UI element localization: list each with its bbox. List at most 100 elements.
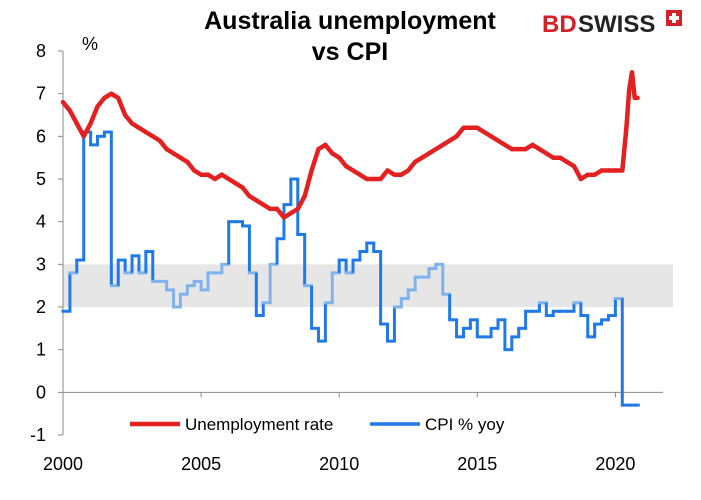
unemployment-point	[212, 176, 218, 182]
unemployment-point	[599, 168, 604, 173]
unemployment-point	[578, 176, 584, 182]
x-tick-label: 2005	[181, 454, 221, 474]
unemployment-point	[454, 134, 459, 139]
unemployment-point	[267, 206, 273, 212]
unemployment-point	[88, 121, 93, 126]
unemployment-point	[122, 112, 128, 118]
unemployment-point	[350, 168, 356, 173]
unemployment-point	[185, 159, 190, 165]
unemployment-point	[240, 185, 245, 190]
unemployment-point	[571, 164, 577, 169]
unemployment-point	[60, 100, 66, 105]
unemployment-point	[516, 146, 521, 152]
unemployment-point	[364, 176, 370, 182]
unemployment-point	[164, 146, 169, 152]
unemployment-point	[330, 151, 335, 156]
y-tick-label: -1	[30, 425, 46, 445]
unemployment-point	[447, 138, 452, 143]
unemployment-point	[274, 206, 280, 212]
unemployment-point	[102, 95, 107, 101]
y-tick-label: 2	[36, 297, 46, 317]
unemployment-point	[551, 155, 556, 160]
unemployment-point	[336, 155, 342, 160]
unemployment-point	[564, 159, 570, 165]
unemployment-point	[461, 125, 466, 130]
unemployment-point	[530, 142, 535, 148]
unemployment-point	[620, 168, 625, 173]
legend-label: Unemployment rate	[185, 415, 333, 434]
unemployment-point	[468, 125, 473, 130]
unemployment-point	[247, 193, 252, 199]
unemployment-point	[537, 146, 542, 152]
unemployment-point	[219, 172, 225, 177]
legend-label: CPI % yoy	[425, 415, 505, 434]
unemployment-point	[143, 129, 149, 135]
swiss-cross-icon	[666, 10, 682, 26]
unemployment-point	[606, 168, 611, 173]
y-tick-label: 8	[36, 41, 46, 61]
unemployment-series-line	[60, 70, 640, 220]
unemployment-point	[371, 176, 376, 182]
unemployment-point	[392, 172, 397, 177]
unemployment-point	[419, 155, 425, 160]
unemployment-point	[357, 172, 363, 177]
unemployment-point	[295, 206, 300, 212]
svg-text:SWISS: SWISS	[578, 11, 655, 38]
unemployment-point	[109, 91, 114, 96]
unemployment-point	[233, 181, 238, 186]
unemployment-point	[198, 172, 204, 177]
unemployment-point	[412, 159, 418, 165]
unemployment-point	[495, 138, 501, 143]
x-tick-label: 2000	[43, 454, 83, 474]
unemployment-point	[385, 168, 390, 173]
bdswiss-logo: BD SWISS	[542, 10, 682, 38]
y-tick-label: 5	[36, 169, 46, 189]
y-tick-label: 6	[36, 126, 46, 146]
legend-item: CPI % yoy	[370, 415, 505, 434]
unemployment-point	[523, 146, 528, 152]
unemployment-point	[585, 172, 590, 177]
y-tick-label: 0	[36, 382, 46, 402]
chart-title: Australia unemployment vs CPI	[160, 6, 540, 68]
unemployment-point	[136, 125, 142, 130]
y-tick-label: 7	[36, 84, 46, 104]
unemployment-point	[624, 125, 629, 130]
unemployment-point	[254, 198, 259, 203]
unemployment-point	[557, 155, 563, 160]
unemployment-point	[481, 129, 487, 135]
unemployment-point	[171, 151, 176, 156]
unemployment-point	[302, 193, 307, 199]
unemployment-point	[157, 138, 162, 143]
unemployment-point	[191, 168, 197, 173]
unemployment-point	[406, 168, 411, 173]
unemployment-point	[288, 210, 294, 216]
x-tick-label: 2015	[457, 454, 497, 474]
y-tick-label: 3	[36, 254, 46, 274]
unemployment-point	[488, 134, 494, 139]
unemployment-point	[226, 176, 231, 182]
legend-item: Unemployment rate	[130, 415, 333, 434]
unemployment-point	[116, 95, 121, 101]
unemployment-point	[343, 164, 349, 169]
unemployment-point	[626, 87, 632, 92]
unemployment-point	[129, 121, 135, 126]
y-axis-unit-label: %	[82, 34, 99, 54]
unemployment-point	[205, 172, 211, 177]
unemployment-point	[592, 172, 597, 177]
unemployment-point	[475, 125, 480, 130]
unemployment-point	[635, 95, 640, 101]
unemployment-point	[95, 104, 100, 109]
unemployment-point	[629, 70, 635, 75]
target-band	[63, 264, 673, 307]
unemployment-point	[426, 151, 432, 156]
unemployment-point	[399, 172, 404, 177]
unemployment-point	[378, 176, 383, 182]
chart-title-line-1: Australia unemployment	[204, 7, 496, 35]
x-tick-label: 2020	[595, 454, 635, 474]
unemployment-point	[509, 146, 515, 152]
unemployment-point	[309, 168, 314, 173]
unemployment-point	[150, 134, 155, 139]
unemployment-point	[316, 146, 321, 152]
unemployment-point	[67, 108, 73, 113]
